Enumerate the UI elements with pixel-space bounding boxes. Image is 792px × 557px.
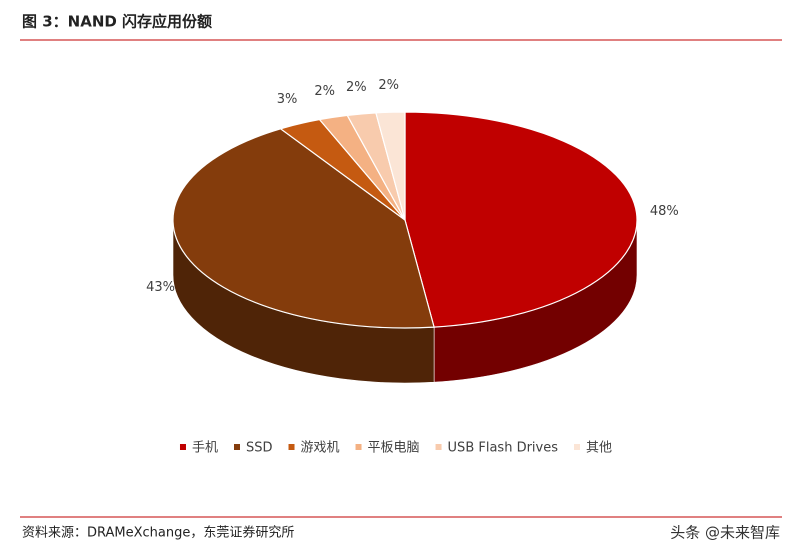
legend-swatch	[435, 444, 442, 450]
slice	[375, 111, 406, 221]
legend-label: USB Flash Drives	[448, 441, 559, 456]
legend-label: 其他	[586, 441, 612, 456]
source: 资料来源：DRAMeXchange，东莞证券研究所	[22, 525, 294, 541]
chart-title: 图 3：NAND 闪存应用份额	[22, 13, 212, 31]
legend-label: SSD	[246, 441, 273, 456]
data-label: 2%	[346, 80, 367, 95]
data-label: 3%	[277, 92, 298, 107]
data-label: 48%	[650, 204, 679, 219]
legend-label: 手机	[192, 441, 218, 456]
data-label: 2%	[378, 78, 399, 93]
legend-swatch	[179, 444, 186, 450]
legend-swatch	[288, 444, 295, 450]
legend-swatch	[355, 444, 362, 450]
data-label: 2%	[314, 84, 335, 99]
watermark: 头条 @未来智库	[670, 524, 780, 542]
data-label: 43%	[146, 280, 175, 295]
slice	[404, 111, 638, 328]
legend: 手机 SSD 游戏机 平板电脑 USB Flash Drives 其他	[179, 441, 612, 456]
slice	[172, 128, 435, 329]
legend-swatch	[574, 444, 580, 450]
legend-label: 平板电脑	[368, 441, 420, 456]
legend-label: 游戏机	[301, 441, 340, 456]
pie-tops	[172, 111, 638, 329]
legend-swatch	[234, 444, 240, 450]
